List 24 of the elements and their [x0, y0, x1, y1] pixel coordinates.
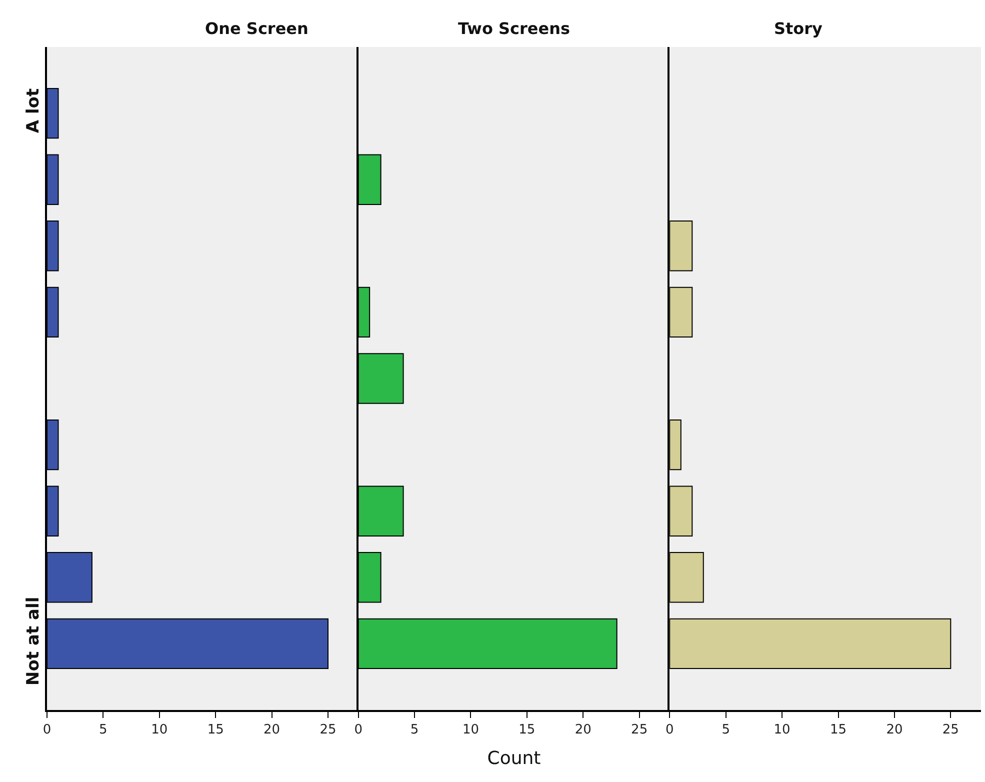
x-tick-label: 25 — [320, 722, 336, 738]
x-tick-label: 5 — [410, 722, 419, 738]
y-tick-label: Not at all — [23, 596, 44, 686]
x-tick-label: 20 — [886, 722, 903, 738]
chart-title: One Screen — [205, 19, 308, 38]
x-tick-label: 0 — [42, 722, 52, 738]
x-tick-label: 0 — [354, 722, 362, 738]
x-tick-label: 10 — [774, 722, 790, 738]
x-tick-label: 20 — [574, 722, 592, 738]
y-tick-label: A lot — [23, 88, 44, 134]
x-tick-label: 25 — [631, 722, 648, 738]
x-tick-label: 15 — [830, 722, 847, 738]
x-tick-label: 20 — [264, 722, 280, 738]
chart-title: Two Screens — [458, 19, 570, 38]
x-tick-label: 10 — [151, 722, 168, 738]
x-tick-label: 15 — [207, 722, 224, 738]
x-tick-label: 25 — [942, 722, 959, 738]
chart-title: Story — [774, 19, 824, 38]
x-tick-label: 15 — [518, 722, 536, 738]
x-tick-label: 10 — [462, 722, 479, 738]
x-tick-label: 5 — [99, 722, 108, 738]
x-axis-title: Count — [487, 748, 541, 769]
x-tick-label: 5 — [722, 722, 730, 738]
x-tick-label: 0 — [666, 722, 674, 738]
